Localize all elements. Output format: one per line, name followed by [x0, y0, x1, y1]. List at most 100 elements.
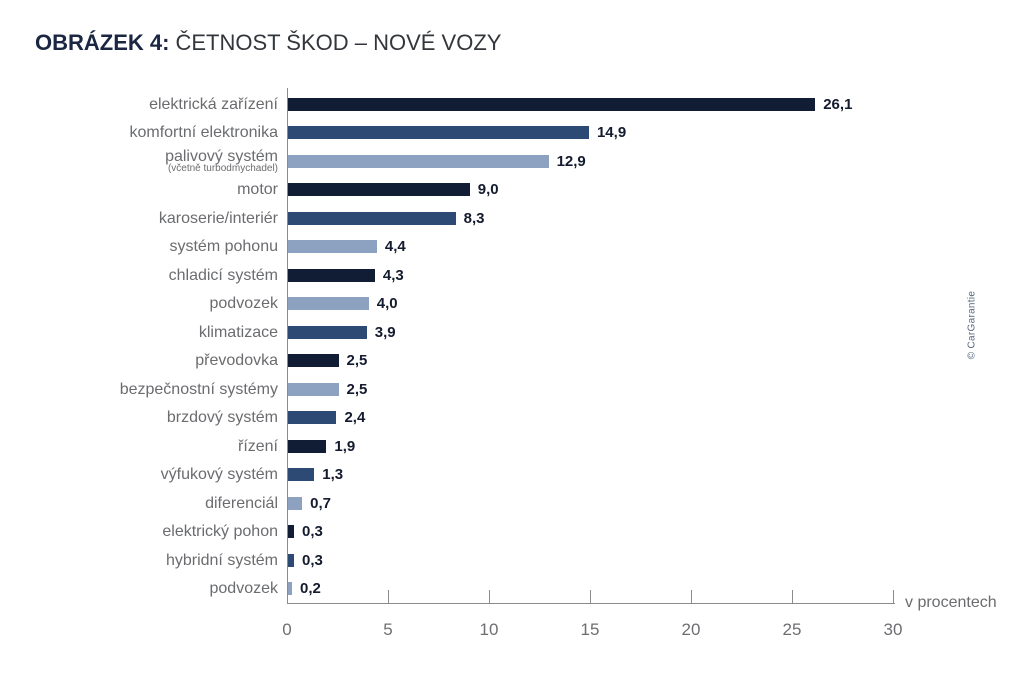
- chart-rows: elektrická zařízení 26,1 komfortní elekt…: [0, 90, 1000, 603]
- bar: [288, 211, 456, 225]
- category-label-main: komfortní elektronika: [129, 124, 278, 142]
- chart-row: řízení 1,9: [0, 432, 1000, 461]
- bar: [288, 582, 293, 596]
- category-label: chladicí systém: [0, 267, 278, 283]
- category-label-sub: (včetně turbodmychadel): [167, 162, 278, 174]
- bar: [288, 183, 470, 197]
- category-label: podvozek: [0, 581, 279, 597]
- x-axis-unit-label: v procentech: [905, 594, 997, 611]
- x-tick-label: 30: [883, 620, 903, 639]
- bar: [288, 325, 367, 339]
- chart-row: výfukový systém 1,3: [0, 461, 1000, 490]
- category-label-main: výfukový systém: [160, 466, 278, 484]
- x-axis-line: [287, 603, 895, 604]
- bar: [288, 154, 549, 168]
- category-label: elektrická zařízení: [0, 95, 278, 113]
- value-label: 4,4: [384, 238, 406, 256]
- x-tick: [590, 590, 591, 603]
- value-label: 2,5: [346, 380, 368, 398]
- value-label: 1,9: [334, 437, 356, 455]
- chart-row: klimatizace 3,9: [0, 318, 1000, 347]
- bar: [288, 297, 369, 311]
- chart-row: brzdový systém 2,4: [0, 404, 1000, 433]
- value-label: 0,3: [302, 551, 323, 569]
- x-tick: [792, 590, 793, 603]
- bar: [288, 496, 303, 510]
- value-label: 4,3: [382, 266, 404, 284]
- chart-row: komfortní elektronika 14,9: [0, 119, 1000, 148]
- category-label-main: diferenciál: [205, 494, 278, 512]
- category-label: brzdový systém: [0, 409, 278, 427]
- value-label: 8,3: [463, 209, 485, 227]
- category-label: řízení: [0, 437, 278, 455]
- x-tick-label: 0: [282, 620, 292, 639]
- chart-row: palivový systém (včetně turbodmychadel) 1…: [0, 147, 1000, 176]
- value-label: 0,2: [300, 580, 321, 598]
- chart-row: elektrický pohon 0,3: [0, 518, 1000, 547]
- x-tick: [388, 590, 389, 603]
- value-label: 14,9: [596, 124, 627, 142]
- bar: [288, 354, 339, 368]
- figure-number-label: OBRÁZEK 4:: [35, 30, 170, 55]
- category-label: karoserie/interiér: [0, 209, 278, 227]
- chart-row: bezpečnostní systémy 2,5: [0, 375, 1000, 404]
- category-label-main: bezpečnostní systémy: [119, 380, 278, 398]
- x-tick-label: 5: [383, 620, 393, 639]
- value-label: 0,3: [302, 523, 323, 541]
- value-label: 12,9: [556, 152, 586, 170]
- chart-row: motor 9,0: [0, 176, 1000, 205]
- chart-row: chladicí systém 4,3: [0, 261, 1000, 290]
- value-label: 26,1: [823, 95, 853, 113]
- page-title: OBRÁZEK 4: ČETNOST ŠKOD – NOVÉ VOZY: [35, 30, 501, 56]
- bar: [288, 553, 295, 567]
- x-tick-label: 25: [782, 620, 802, 639]
- chart-row: elektrická zařízení 26,1: [0, 90, 1000, 119]
- category-label: klimatizace: [0, 323, 278, 341]
- category-label-main: palivový systém: [165, 147, 278, 165]
- chart-row: převodovka 2,5: [0, 347, 1000, 376]
- category-label: podvozek: [0, 296, 279, 312]
- chart-row: karoserie/interiér 8,3: [0, 204, 1000, 233]
- category-label: komfortní elektronika: [0, 124, 278, 142]
- bar: [288, 439, 327, 453]
- category-label-main: brzdový systém: [166, 409, 278, 427]
- x-tick-label: 10: [479, 620, 499, 639]
- category-label-main: hybridní systém: [165, 551, 278, 569]
- bar: [288, 525, 295, 539]
- value-label: 9,0: [477, 181, 499, 199]
- category-label: výfukový systém: [0, 466, 278, 484]
- category-label-main: karoserie/interiér: [158, 209, 278, 227]
- category-label-main: systém pohonu: [169, 238, 278, 256]
- bar: [288, 97, 816, 111]
- x-tick: [691, 590, 692, 603]
- value-label: 2,4: [344, 409, 366, 427]
- value-label: 2,5: [346, 352, 368, 370]
- category-label: bezpečnostní systémy: [0, 380, 278, 398]
- chart-row: diferenciál 0,7: [0, 489, 1000, 518]
- copyright-credit: © CarGarantie: [966, 290, 978, 360]
- y-axis-line: [287, 88, 288, 603]
- value-label: 3,9: [374, 323, 396, 341]
- category-label: motor: [0, 182, 278, 198]
- bar: [288, 240, 377, 254]
- category-label: diferenciál: [0, 494, 278, 512]
- category-label-main: převodovka: [195, 352, 278, 370]
- x-tick: [893, 590, 894, 603]
- bar: [288, 268, 375, 282]
- category-label-main: řízení: [237, 437, 278, 455]
- chart-row: systém pohonu 4,4: [0, 233, 1000, 262]
- figure-title-text: ČETNOST ŠKOD – NOVÉ VOZY: [175, 30, 502, 55]
- category-label: hybridní systém: [0, 551, 278, 569]
- category-label: převodovka: [0, 352, 278, 370]
- category-label: palivový systém (včetně turbodmychadel): [0, 147, 278, 174]
- value-label: 0,7: [310, 494, 331, 512]
- category-label-main: klimatizace: [198, 323, 278, 341]
- category-label: elektrický pohon: [0, 524, 278, 540]
- chart-row: hybridní systém 0,3: [0, 546, 1000, 575]
- bar: [288, 382, 339, 396]
- category-label-main: elektrická zařízení: [149, 95, 278, 113]
- bar: [288, 126, 589, 140]
- value-label: 4,0: [376, 295, 398, 313]
